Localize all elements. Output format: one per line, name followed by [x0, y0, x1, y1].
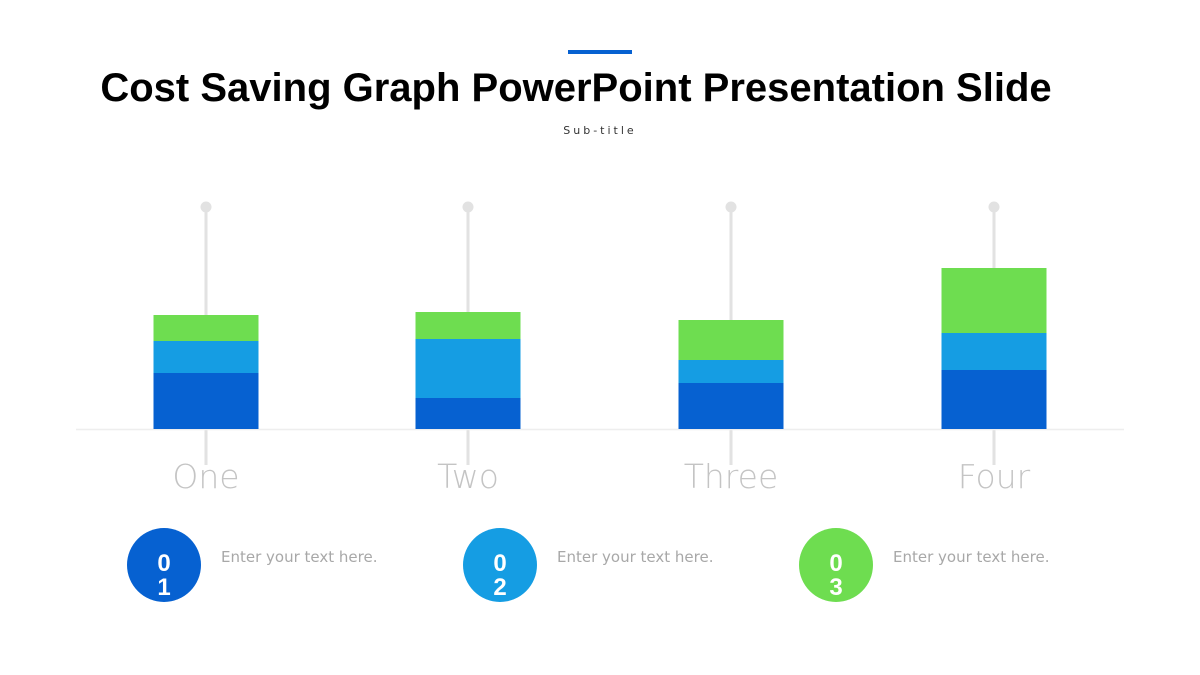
bar-segment-2: [415, 339, 521, 398]
slide-subtitle: Sub-title: [563, 124, 637, 137]
legend-text: Enter your text here.: [221, 548, 378, 566]
bar-segment-1: [678, 383, 784, 429]
title-accent-line: [568, 50, 632, 54]
legend-number-badge: 02: [463, 528, 537, 602]
legend-text: Enter your text here.: [893, 548, 1050, 566]
slide-title: Cost Saving Graph PowerPoint Presentatio…: [100, 66, 1052, 110]
bar-segment-1: [415, 398, 521, 429]
slide-bottom-area: [0, 602, 1200, 675]
bar-stem-dot: [988, 201, 1000, 213]
category-label: Three: [684, 457, 779, 496]
bar-segment-1: [941, 370, 1047, 429]
bar-segment-2: [678, 360, 784, 383]
legend-number-badge: 01: [127, 528, 201, 602]
category-label: Two: [437, 457, 499, 496]
bar-stem-dot: [462, 201, 474, 213]
bar-segment-2: [941, 333, 1047, 370]
bar-segment-2: [153, 341, 259, 373]
bar-segment-3: [678, 320, 784, 360]
bar-segment-3: [415, 312, 521, 339]
legend-text: Enter your text here.: [557, 548, 714, 566]
legend-number: 03: [829, 550, 843, 601]
bar-stem-dot: [725, 201, 737, 213]
legend-number-badge: 03: [799, 528, 873, 602]
bar-segment-3: [153, 315, 259, 341]
legend-number: 01: [157, 550, 171, 601]
bar-stem-dot: [200, 201, 212, 213]
legend-number: 02: [493, 550, 507, 601]
bar-segment-3: [941, 268, 1047, 333]
stacked-bar-chart: One Two Three Four: [76, 201, 1124, 496]
bar-segment-1: [153, 373, 259, 429]
category-label: One: [172, 457, 239, 496]
category-label: Four: [958, 457, 1031, 496]
